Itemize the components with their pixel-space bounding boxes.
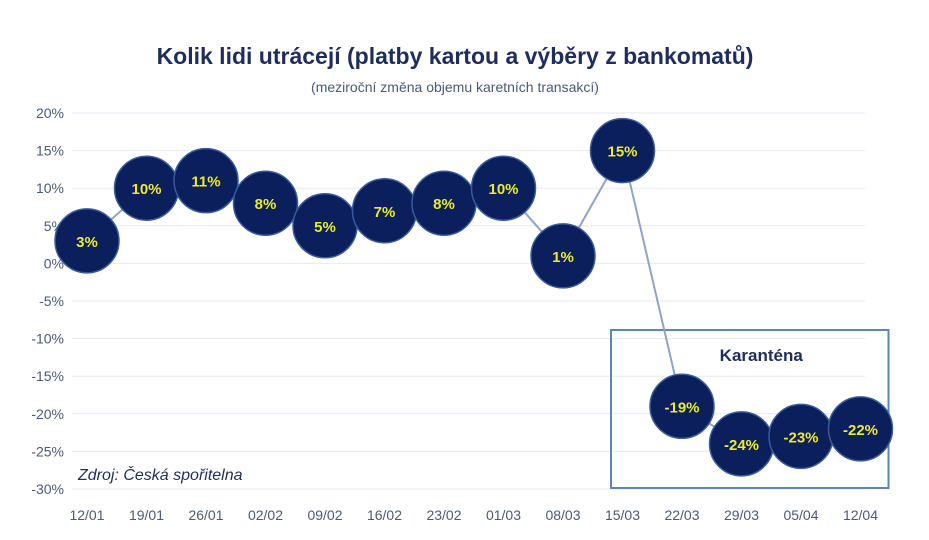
y-tick-label: -30% <box>31 481 64 497</box>
chart-subtitle: (meziroční změna objemu karetních transa… <box>311 79 599 95</box>
data-point: -22% <box>827 396 894 462</box>
data-label: 1% <box>552 249 574 266</box>
x-tick-label: 26/01 <box>188 507 223 523</box>
data-label: -22% <box>843 422 878 439</box>
data-point: -19% <box>649 373 715 440</box>
chart-title: Kolik lidi utrácejí (platby kartou a výb… <box>157 43 754 69</box>
x-tick-label: 16/02 <box>367 507 402 523</box>
point-marker <box>54 208 120 274</box>
data-point: -23% <box>768 403 834 470</box>
x-tick-label: 05/04 <box>783 507 818 523</box>
x-tick-label: 09/02 <box>307 507 342 523</box>
x-tick-label: 19/01 <box>129 507 164 523</box>
source-note: Zdroj: Česká spořitelna <box>77 465 243 484</box>
data-point: 8% <box>232 170 299 236</box>
point-marker <box>173 147 239 214</box>
point-marker <box>649 373 715 440</box>
data-label: 11% <box>191 174 220 191</box>
x-tick-label: 12/01 <box>69 507 104 523</box>
data-point: 10% <box>470 155 537 221</box>
data-label: 7% <box>374 204 396 221</box>
point-marker <box>827 396 894 462</box>
quarantine-label: Karanténa <box>720 346 804 365</box>
y-tick-label: 10% <box>36 180 64 196</box>
y-tick-label: 15% <box>36 143 64 159</box>
data-point: 10% <box>113 155 180 221</box>
x-tick-label: 08/03 <box>545 507 580 523</box>
data-point: 11% <box>173 147 239 214</box>
point-marker <box>589 117 656 184</box>
x-tick-label: 01/03 <box>486 507 521 523</box>
y-axis: 20%15%10%5%0%-5%-10%-15%-20%-25%-30% <box>31 105 64 497</box>
quarantine-box <box>610 329 890 489</box>
data-point: 15% <box>589 117 656 184</box>
y-tick-label: -5% <box>39 293 64 309</box>
x-tick-label: 02/02 <box>248 507 283 523</box>
data-label: 10% <box>488 181 518 198</box>
x-tick-label: 29/03 <box>724 507 759 523</box>
data-label: 15% <box>607 144 637 161</box>
point-marker <box>530 223 596 289</box>
y-tick-label: 0% <box>44 255 64 271</box>
data-label: -24% <box>724 437 759 454</box>
y-tick-label: -20% <box>31 406 64 422</box>
point-marker <box>470 155 537 221</box>
point-marker <box>232 170 299 236</box>
data-label: 8% <box>255 196 277 213</box>
data-point: 1% <box>530 223 596 289</box>
x-tick-label: 23/02 <box>426 507 461 523</box>
y-tick-label: 20% <box>36 105 64 121</box>
data-point: 8% <box>411 170 477 236</box>
data-label: 10% <box>131 181 161 198</box>
y-tick-label: -10% <box>31 331 64 347</box>
data-point: 5% <box>292 193 358 259</box>
x-axis: 12/01 19/01 26/01 02/02 09/02 16/02 23/02 01/03… <box>69 507 878 523</box>
data-point: -24% <box>708 411 775 477</box>
data-label: 8% <box>433 196 455 213</box>
y-tick-label: -25% <box>31 443 64 459</box>
data-label: 5% <box>314 219 336 236</box>
data-point: 3% <box>54 208 120 274</box>
x-tick-label: 22/03 <box>664 507 699 523</box>
data-points: 3% 10% 11% 8% 5% 7% 8% 10% 1% 15% -19% -24% -23% -22% <box>54 117 894 477</box>
y-tick-label: -15% <box>31 368 64 384</box>
data-point: 7% <box>351 178 418 244</box>
data-label: -19% <box>664 399 699 416</box>
x-tick-label: 12/04 <box>843 507 878 523</box>
data-label: 3% <box>76 234 98 251</box>
x-tick-label: 15/03 <box>605 507 640 523</box>
data-label: -23% <box>783 429 818 446</box>
